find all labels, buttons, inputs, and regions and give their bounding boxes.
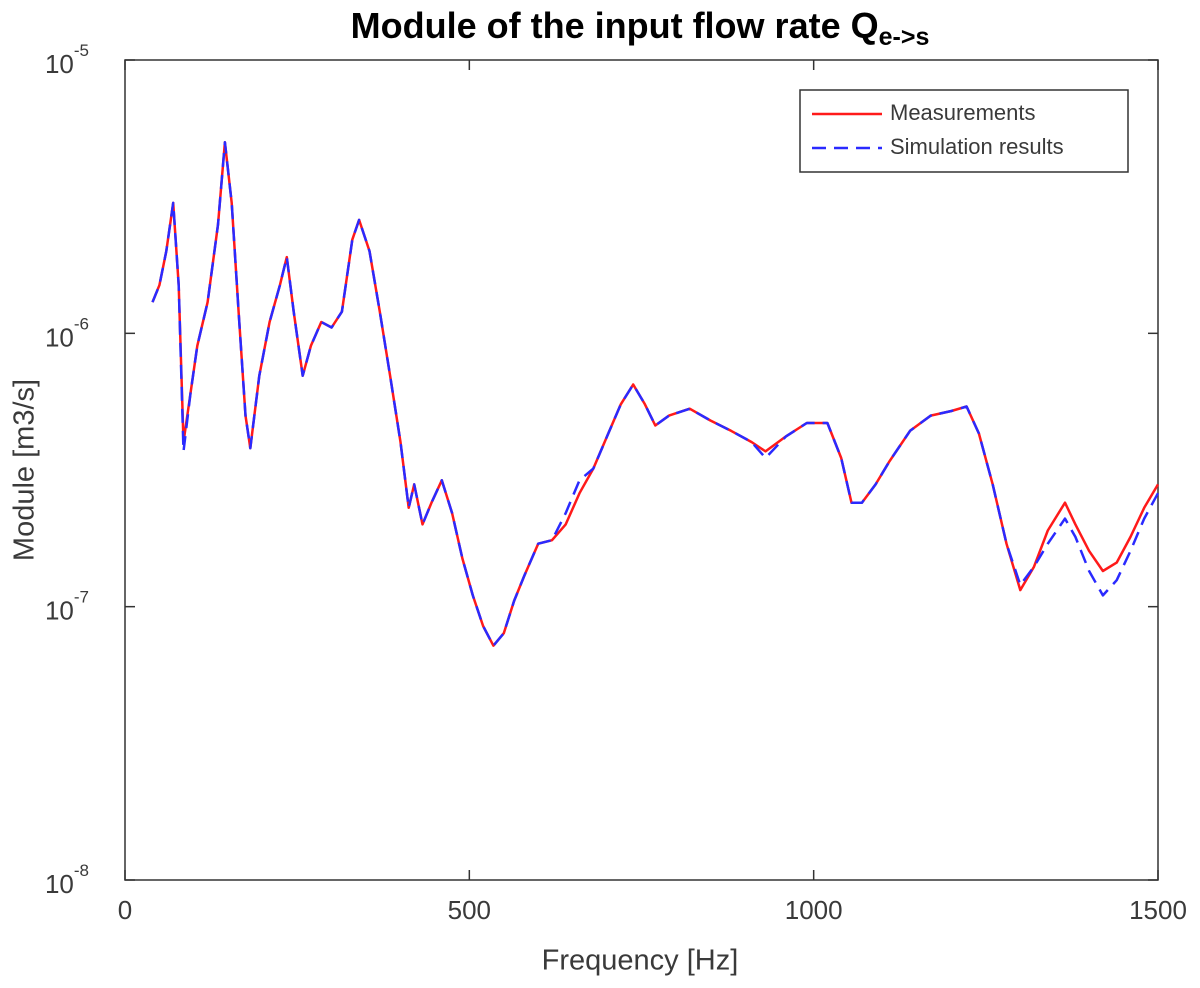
series-line <box>151 141 1160 647</box>
x-tick-label: 1000 <box>785 895 843 925</box>
y-axis-label: Module [m3/s] <box>9 379 41 561</box>
title-subscript: e->s <box>879 23 930 51</box>
x-tick-label: 500 <box>448 895 491 925</box>
legend-box <box>799 89 1129 173</box>
title-main: Module of the input flow rate Q <box>351 5 879 46</box>
y-tick-label: 10-8 <box>45 861 89 898</box>
y-tick-label: 10-6 <box>45 315 89 352</box>
x-tick-label: 1500 <box>1129 895 1187 925</box>
y-tick-base: 10 <box>45 322 74 352</box>
y-tick-exponent: -6 <box>74 315 89 334</box>
y-tick-base: 10 <box>45 869 74 899</box>
y-tick-label: 10-7 <box>45 588 89 625</box>
y-tick-exponent: -7 <box>74 588 89 607</box>
plot-area <box>124 59 1159 881</box>
x-tick-label: 0 <box>118 895 132 925</box>
y-tick-exponent: -8 <box>74 861 89 880</box>
y-tick-base: 10 <box>45 596 74 626</box>
y-tick-label: 10-5 <box>45 41 89 78</box>
y-tick-base: 10 <box>45 49 74 79</box>
y-tick-exponent: -5 <box>74 41 89 60</box>
legend-label: Measurements <box>890 100 1036 125</box>
chart-title: Module of the input flow rate Qe->s <box>351 5 930 51</box>
x-axis-label: Frequency [Hz] <box>542 945 739 977</box>
legend-label: Simulation results <box>890 134 1064 159</box>
